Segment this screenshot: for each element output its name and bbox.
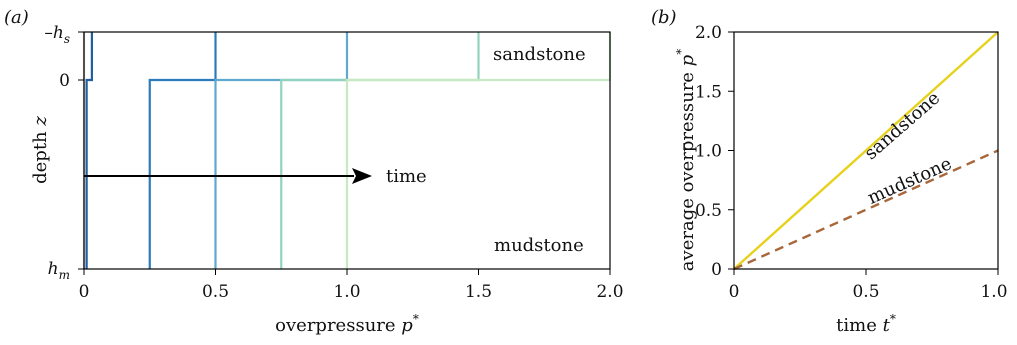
x-tick-label: 1.5 (465, 282, 492, 302)
panel-b-label: (b) (651, 7, 677, 28)
panel-a-x-ticks: 0 0.5 1.0 1.5 2.0 (79, 269, 624, 302)
panel-a-label: (a) (4, 7, 29, 28)
panel-b-series-group (733, 31, 999, 271)
profile-line-1 (85, 32, 93, 269)
x-label-sup: * (413, 312, 419, 326)
sandstone-annotation: sandstone (493, 44, 586, 65)
y-label-text: average overpressure (677, 72, 698, 271)
mudstone-line-label: mudstone (864, 153, 955, 209)
y-tick-label: 0.5 (695, 201, 722, 221)
y-tick-label: 0 (711, 260, 722, 280)
x-tick-label: 1.0 (333, 282, 360, 302)
y-tick-label: 1.5 (695, 82, 722, 102)
x-tick-label: 2.0 (596, 282, 623, 302)
y-label-symbol: z (30, 116, 51, 127)
x-tick-label: 0 (79, 282, 90, 302)
y-label-text: depth (30, 131, 51, 184)
y-tick-top-text: –h (44, 23, 63, 43)
time-arrow-label: time (386, 166, 427, 187)
profile-line-4 (280, 32, 480, 269)
y-tick-label-zero: 0 (59, 71, 70, 91)
mudstone-annotation: mudstone (494, 235, 584, 256)
y-label-symbol: p (677, 54, 698, 66)
x-label-symbol: t (883, 315, 891, 336)
x-tick-label: 1.0 (980, 282, 1007, 302)
panel-a: (a) 0 0.5 1.0 1.5 2.0 –hs 0 hm overpress… (4, 7, 624, 336)
panel-a-x-axis-label: overpressure p* (275, 312, 419, 336)
y-tick-bottom-sub: m (59, 268, 70, 282)
panel-b-y-ticks: 0 0.5 1.0 1.5 2.0 (695, 23, 734, 280)
x-label-text: time (836, 315, 877, 336)
x-tick-label: 0.5 (202, 282, 229, 302)
x-tick-label: 0.5 (852, 282, 879, 302)
x-tick-label: 0 (729, 282, 740, 302)
panel-a-y-axis-label: depth z (30, 116, 51, 184)
y-tick-bottom-text: h (48, 259, 59, 279)
sandstone-line-label: sandstone (861, 88, 945, 165)
time-arrow: time (84, 166, 427, 187)
panel-a-y-ticks: –hs 0 hm (44, 23, 84, 282)
mudstone-line (733, 149, 999, 271)
time-arrow-head (352, 168, 372, 184)
sandstone-line (733, 31, 999, 270)
y-label-sup: * (674, 49, 688, 55)
profile-line-2 (148, 32, 217, 269)
panel-b-x-axis-label: time t* (836, 312, 896, 336)
y-tick-label-top: –hs (44, 23, 70, 46)
x-label-symbol: p (401, 315, 413, 336)
panel-b: (b) 0 0.5 1.0 0 0.5 1.0 1.5 2.0 time t* (651, 7, 1008, 336)
y-tick-top-sub: s (64, 32, 70, 46)
y-tick-label: 2.0 (695, 23, 722, 43)
panel-a-series-group (82, 32, 612, 269)
panel-b-y-axis-label: average overpressure p* (674, 49, 698, 271)
panel-b-x-ticks: 0 0.5 1.0 (729, 269, 1008, 302)
x-label-sup: * (890, 312, 896, 326)
y-tick-label: 1.0 (695, 142, 722, 162)
y-tick-label-bottom: hm (48, 259, 70, 282)
x-label-text: overpressure (275, 315, 395, 336)
